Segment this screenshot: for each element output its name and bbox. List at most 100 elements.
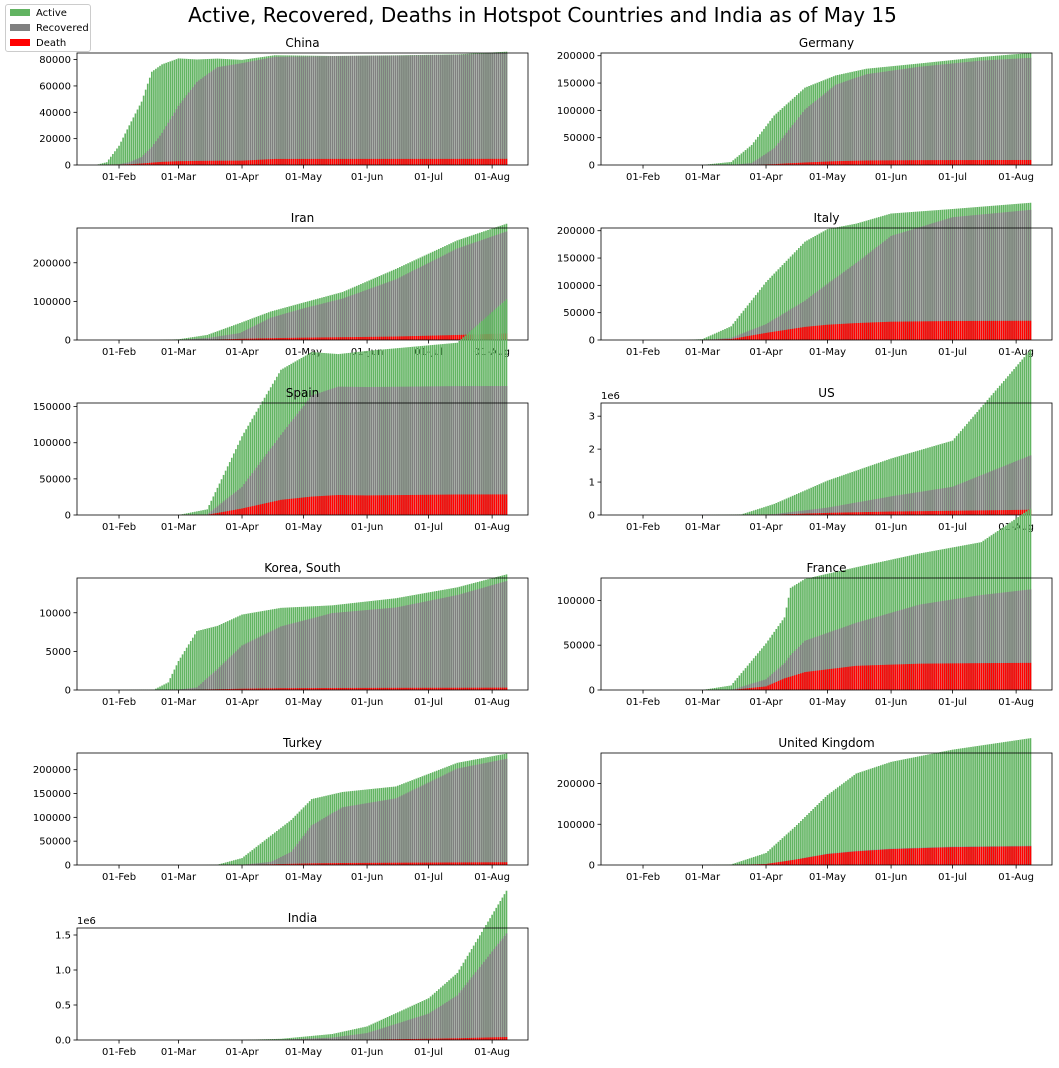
bar-death [896,511,898,515]
bar-recovered [999,468,1001,515]
bar-death [1009,321,1011,340]
bar-death [985,321,987,340]
bar-death [796,328,798,340]
bar-death [233,510,235,515]
bar-recovered [362,610,364,690]
bar-death [993,663,995,690]
bar-recovered [184,98,186,165]
bar-recovered [311,618,313,690]
bar-death [1030,321,1032,340]
bar-recovered [485,54,487,165]
bar-recovered [500,583,502,690]
bar-recovered [358,56,360,165]
bar-recovered [1026,457,1028,515]
bar-death [213,161,215,165]
bar-death [366,495,368,515]
bar-death [229,511,231,515]
bar-recovered [1017,211,1019,340]
bar-active [706,337,708,340]
bar-death [882,160,884,165]
bar-recovered [290,57,292,165]
bar-recovered [479,589,481,690]
bar-death [790,329,792,340]
bar-death [461,494,463,515]
bar-recovered [1015,59,1017,165]
bar-death [765,686,767,690]
bar-death [1009,510,1011,515]
bar-death [247,160,249,165]
bar-death [872,160,874,165]
bar-recovered [1017,59,1019,166]
bar-death [264,503,266,515]
bar-death [325,159,327,165]
bar-death [422,336,424,340]
bar-death [808,672,810,690]
bar-death [974,321,976,340]
bar-death [864,512,866,515]
bar-death [260,160,262,165]
bar-death [323,159,325,165]
bar-death [983,160,985,165]
bar-death [860,666,862,690]
bar-recovered [456,248,458,340]
x-tick-label: 01-Mar [161,172,197,183]
bar-recovered [210,675,212,690]
bar-recovered [258,324,260,340]
bar-death [880,665,882,690]
bar-recovered [331,56,333,165]
bar-recovered [178,106,180,165]
bar-death [290,499,292,515]
bar-death [1013,663,1015,690]
bar-death [855,161,857,165]
bar-death [208,161,210,165]
y-tick-label: 80000 [39,55,71,66]
bar-recovered [352,611,354,690]
bar-death [976,321,978,340]
bar-recovered [204,76,206,165]
bar-recovered [340,56,342,165]
axes-frame [601,228,1052,340]
bar-death [297,498,299,515]
bar-active [765,507,767,515]
bar-death [960,160,962,165]
bar-recovered [407,605,409,690]
bar-death [970,160,972,165]
bar-recovered [352,295,354,340]
bar-recovered [974,478,976,515]
bar-recovered [430,600,432,690]
bar-death [249,507,251,515]
bar-death [350,337,352,340]
bar-death [989,321,991,340]
bar-death [311,497,313,515]
bar-death [329,159,331,165]
bar-recovered [377,56,379,165]
bar-recovered [849,80,851,165]
bar-recovered [309,56,311,165]
bar-death [329,495,331,515]
bar-recovered [247,62,249,165]
bar-death [245,508,247,515]
bar-death [502,494,504,515]
bar-recovered [925,66,927,165]
bar-death [894,322,896,340]
bar-recovered [502,53,504,165]
bar-recovered [204,680,206,690]
bar-recovered [436,259,438,340]
y-tick-label: 0 [65,686,71,697]
bar-death [888,322,890,340]
bar-recovered [397,607,399,690]
bar-death [935,160,937,165]
bar-death [849,667,851,690]
bar-recovered [434,260,436,340]
bar-death [935,511,937,515]
bar-recovered [436,599,438,690]
bar-death [784,330,786,340]
bar-death [295,159,297,165]
bar-death [964,321,966,340]
bar-recovered [338,613,340,690]
bar-recovered [471,591,473,690]
bar-death [440,159,442,165]
